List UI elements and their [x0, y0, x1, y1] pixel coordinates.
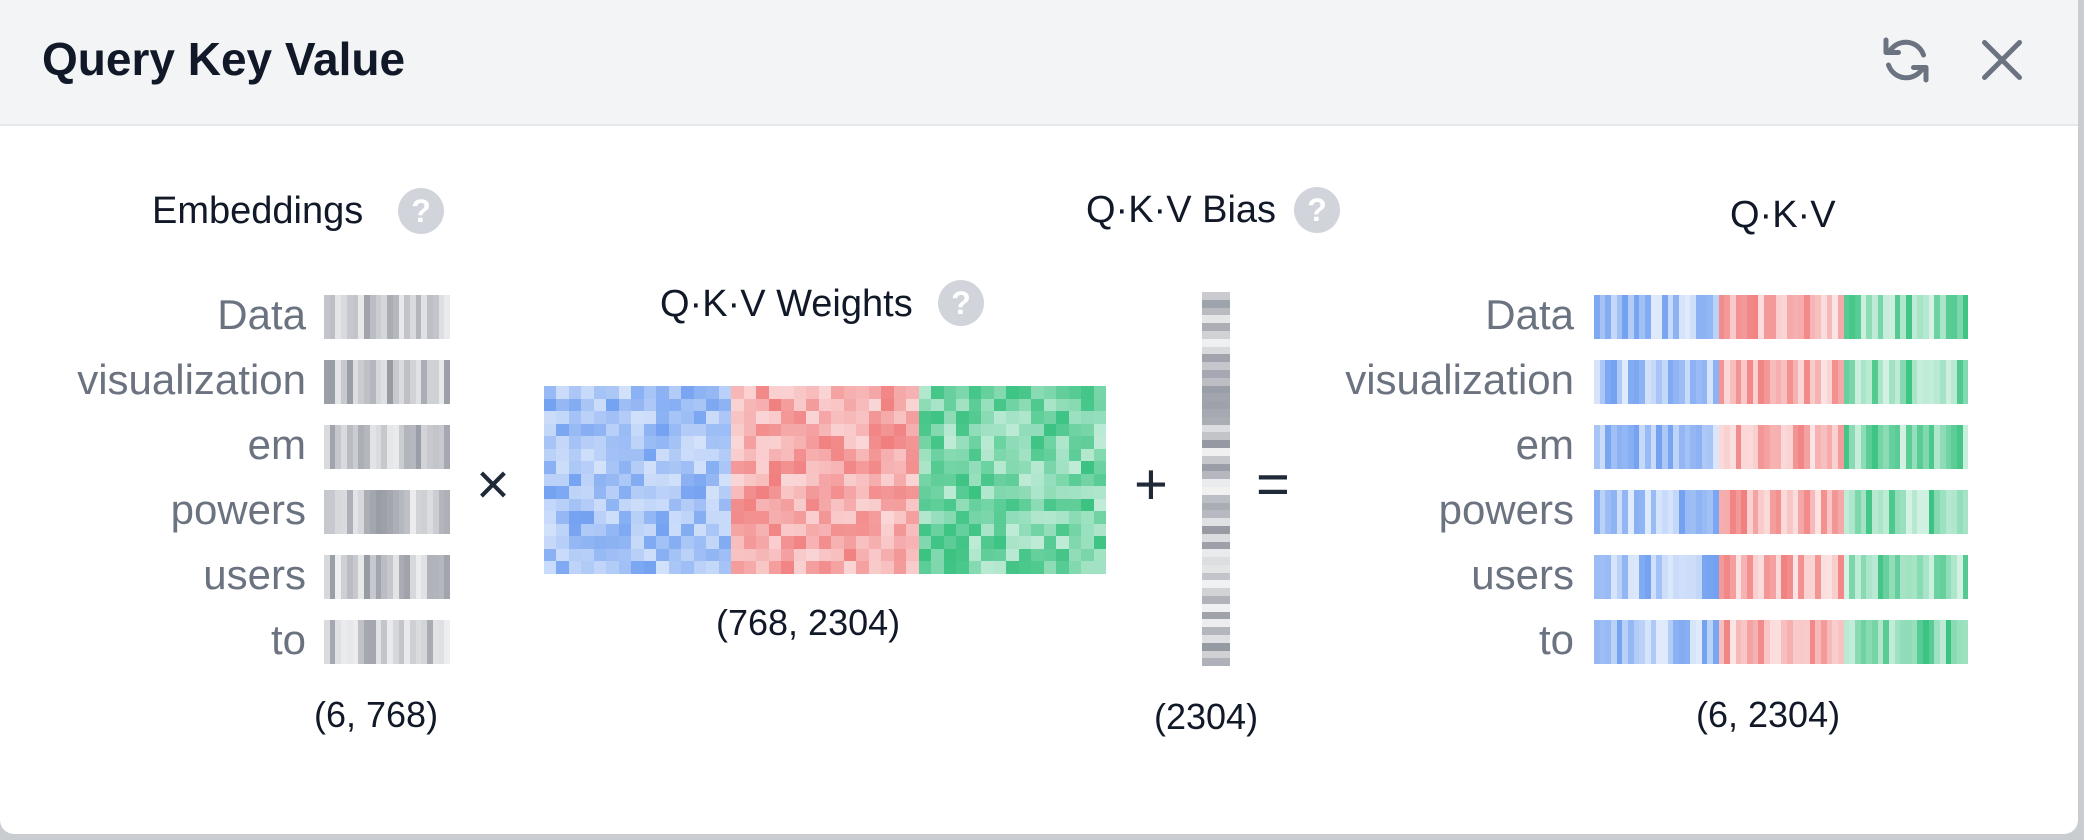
output-row: [1594, 295, 1969, 339]
output-row: [1594, 490, 1969, 534]
output-token-label: em: [1515, 421, 1574, 468]
weights-shape: (768, 2304): [716, 602, 901, 643]
embeddings-shape: (6, 768): [314, 694, 439, 735]
embeddings-token-label: visualization: [77, 356, 306, 403]
bias-vector: [1202, 292, 1230, 667]
output-token-label: powers: [1438, 486, 1574, 533]
output-token-label: to: [1538, 616, 1574, 663]
embedding-row: [324, 425, 451, 469]
bias-label: Q·K·V Bias: [1086, 189, 1277, 231]
embedding-row: [324, 620, 451, 664]
output-row: [1594, 620, 1969, 664]
panel-title: Query Key Value: [42, 33, 406, 85]
add-operator: +: [1134, 452, 1168, 517]
weights-label: Q·K·V Weights: [660, 283, 913, 325]
embeddings-token-label: users: [203, 551, 306, 598]
output-row: [1594, 555, 1969, 599]
weights-help-icon[interactable]: ?: [938, 280, 984, 326]
embeddings-token-label: Data: [217, 291, 306, 338]
weights-matrix: [544, 386, 1106, 574]
output-token-label: Data: [1485, 291, 1574, 338]
refresh-button[interactable]: [1876, 30, 1936, 90]
multiply-operator: ×: [476, 452, 510, 517]
refresh-icon: [1883, 37, 1929, 83]
close-button[interactable]: [1972, 30, 2032, 90]
panel-header: Query Key Value: [0, 0, 2078, 126]
output-token-label: visualization: [1345, 356, 1574, 403]
embedding-row: [324, 360, 451, 404]
embeddings-label: Embeddings: [152, 190, 364, 232]
output-row: [1594, 360, 1969, 404]
bias-shape: (2304): [1154, 696, 1259, 737]
embedding-row: [324, 555, 451, 599]
embeddings-token-label: to: [270, 616, 306, 663]
bias-help-icon[interactable]: ?: [1294, 187, 1340, 233]
output-row: [1594, 425, 1969, 469]
output-shape: (6, 2304): [1696, 694, 1841, 735]
embeddings-token-label: em: [247, 421, 306, 468]
equals-operator: =: [1256, 452, 1290, 517]
output-token-label: users: [1471, 551, 1574, 598]
output-label: Q·K·V: [1730, 194, 1836, 236]
embeddings-token-label: powers: [170, 486, 306, 533]
embedding-row: [324, 295, 451, 339]
embeddings-help-icon[interactable]: ?: [398, 188, 444, 234]
close-icon: [1982, 40, 2022, 80]
embedding-row: [324, 490, 451, 534]
